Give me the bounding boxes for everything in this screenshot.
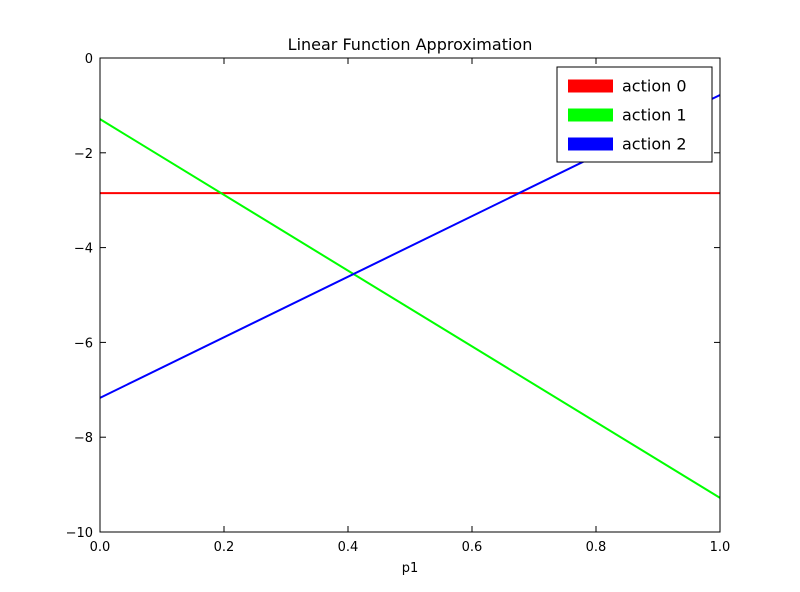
series-line-action-1 [99, 118, 721, 499]
y-tick-label: −4 [74, 242, 93, 257]
x-tick-label: 0.8 [586, 540, 607, 555]
x-axis-label: p1 [402, 561, 419, 576]
x-tick-label: 0.6 [462, 540, 483, 555]
x-tick-label: 1.0 [710, 540, 731, 555]
y-tick-label: 0 [85, 52, 93, 67]
tick-label-layer: 0.0 0.2 0.4 0.6 0.8 1.0 0 −2 −4 −6 −8 −10 [66, 52, 731, 555]
legend: action 0 action 1 action 2 [556, 66, 713, 163]
legend-swatch-action-1 [568, 108, 613, 122]
plot-area-border [99, 57, 721, 533]
legend-swatch-action-2 [568, 137, 613, 151]
legend-swatch-action-0 [568, 79, 613, 93]
legend-label-action-1: action 1 [622, 106, 687, 125]
y-tick-label: −2 [74, 147, 93, 162]
x-tick-label: 0.2 [214, 540, 235, 555]
legend-label-action-0: action 0 [622, 77, 687, 96]
legend-label-action-2: action 2 [622, 135, 687, 154]
chart-title: Linear Function Approximation [288, 35, 533, 54]
y-tick-label: −10 [66, 526, 93, 541]
axes-layer [99, 57, 721, 533]
y-tick-label: −6 [74, 336, 93, 351]
x-tick-label: 0.4 [338, 540, 359, 555]
y-tick-label: −8 [74, 431, 93, 446]
x-tick-label: 0.0 [90, 540, 111, 555]
